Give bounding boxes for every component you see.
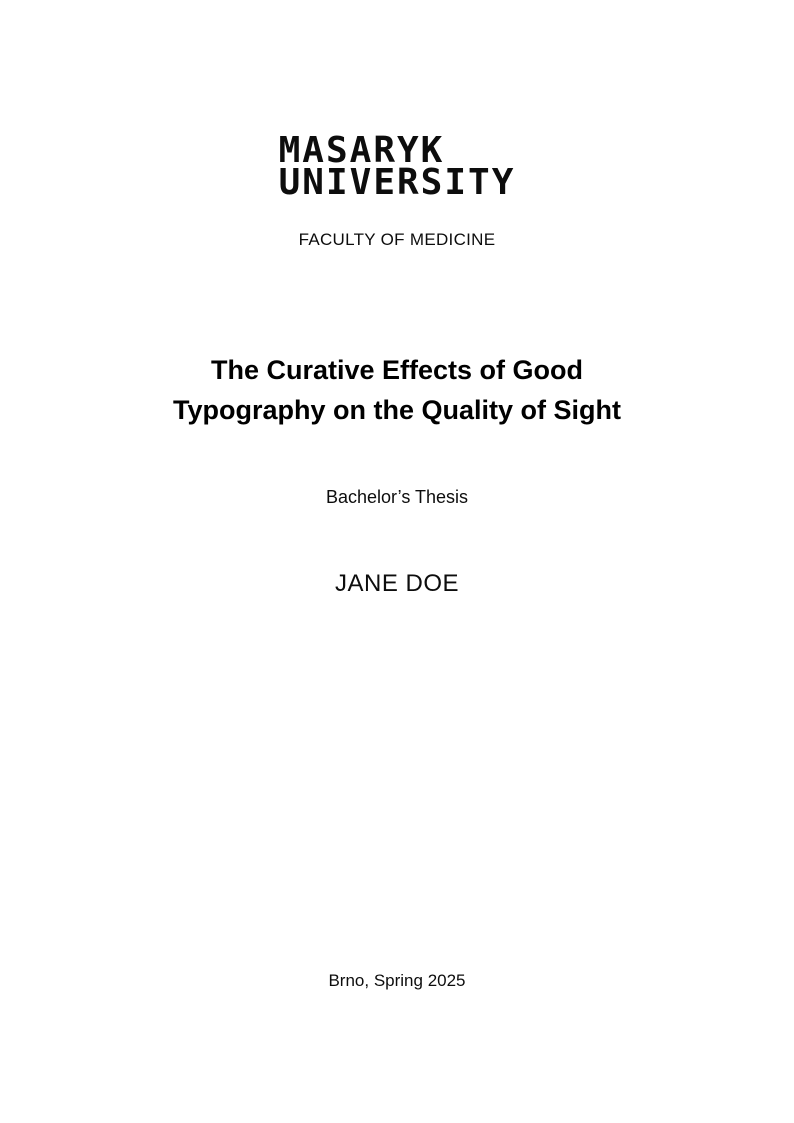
author-name: JANE DOE	[334, 570, 460, 597]
thesis-title-line-1: The Curative Effects of Good	[210, 355, 584, 385]
faculty-name: FACULTY OF MEDICINE	[298, 230, 496, 249]
logo-line-masaryk: MASARYK	[278, 130, 445, 171]
thesis-title-line-2: Typography on the Quality of Sight	[173, 395, 621, 425]
place-and-date: Brno, Spring 2025	[328, 971, 466, 990]
thesis-type: Bachelor’s Thesis	[325, 487, 469, 507]
logo-line-university: UNIVERSITY	[278, 162, 516, 203]
thesis-title: The Curative Effects of Good Typography …	[0, 350, 794, 430]
masaryk-university-logo: MASARYK UNIVERSITY	[278, 130, 516, 203]
